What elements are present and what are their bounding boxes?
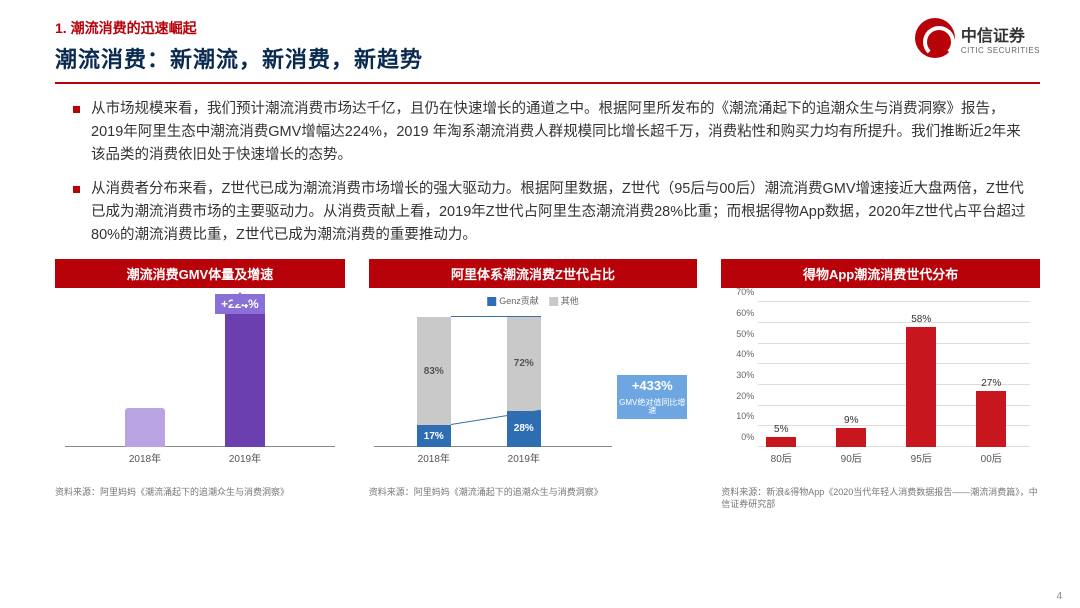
chart3-ylabel: 0% — [741, 432, 754, 442]
bullet-item: 从消费者分布来看，Z世代已成为潮流消费市场增长的强大驱动力。根据阿里数据，Z世代… — [73, 178, 1030, 248]
chart1-xlabel: 2019年 — [229, 450, 261, 465]
chart1-title: 潮流消费GMV体量及增速 — [55, 259, 345, 288]
chart3-value-label: 9% — [844, 415, 858, 426]
chart3-bar — [836, 428, 866, 447]
bullet-list: 从市场规模来看，我们预计潮流消费市场达千亿，且仍在快速增长的通道之中。根据阿里所… — [73, 98, 1030, 247]
chart3-bar — [976, 391, 1006, 447]
chart2-legend: Genz贡献其他 — [487, 294, 579, 307]
chart3-source: 资料来源：新浪&得物App《2020当代年轻人消费数据报告——潮流消费篇》，中信… — [721, 487, 1040, 510]
chart3-xlabel: 80后 — [771, 450, 792, 465]
logo-text-cn: 中信证券 — [961, 22, 1040, 46]
legend-item: Genz贡献 — [487, 294, 539, 307]
chart3-value-label: 5% — [774, 424, 788, 435]
chart1-growth-arrow: +224% — [215, 294, 265, 314]
chart2-xlabel: 2018年 — [418, 450, 450, 465]
chart3-ylabel: 30% — [736, 370, 754, 380]
chart1-bar — [125, 408, 165, 447]
chart3-xlabel: 90后 — [841, 450, 862, 465]
logo-icon — [915, 18, 955, 58]
company-logo: 中信证券 CITIC SECURITIES — [915, 18, 1040, 58]
chart-dewu-generation: 得物App潮流消费世代分布 0% 10% 20% 30% 40% 50% 60% 70% 80后… — [721, 259, 1040, 510]
section-number: 1. 潮流消费的迅速崛起 — [55, 18, 423, 38]
chart-genz-share: 阿里体系潮流消费Z世代占比 Genz贡献其他 83%17% 2018年 72%28% 2… — [369, 259, 697, 510]
chart2-bar: 72%28% — [507, 317, 541, 447]
bullet-item: 从市场规模来看，我们预计潮流消费市场达千亿，且仍在快速增长的通道之中。根据阿里所… — [73, 98, 1030, 168]
chart3-ylabel: 20% — [736, 391, 754, 401]
chart3-ylabel: 10% — [736, 411, 754, 421]
slide-title: 潮流消费：新潮流，新消费，新趋势 — [55, 42, 423, 74]
chart2-growth-arrow: +433%GMV绝对值同比增速 — [617, 375, 687, 419]
chart3-ylabel: 60% — [736, 308, 754, 318]
chart1-xlabel: 2018年 — [129, 450, 161, 465]
chart3-bar — [766, 437, 796, 447]
page-number: 4 — [1056, 591, 1062, 602]
chart2-bar: 83%17% — [417, 317, 451, 447]
chart2-xlabel: 2019年 — [508, 450, 540, 465]
chart3-ylabel: 40% — [736, 349, 754, 359]
charts-row: 潮流消费GMV体量及增速 2018年 2019年 +224% 资料来源：阿里妈妈《潮… — [55, 259, 1040, 510]
chart3-ylabel: 50% — [736, 329, 754, 339]
slide-header: 1. 潮流消费的迅速崛起 潮流消费：新潮流，新消费，新趋势 中信证券 CITIC… — [55, 18, 1040, 84]
chart-gmv-growth: 潮流消费GMV体量及增速 2018年 2019年 +224% 资料来源：阿里妈妈《潮… — [55, 259, 345, 510]
logo-text-en: CITIC SECURITIES — [961, 46, 1040, 55]
chart2-source: 资料来源：阿里妈妈《潮流涌起下的追潮众生与消费洞察》 — [369, 487, 697, 499]
legend-item: 其他 — [549, 294, 579, 307]
chart3-title: 得物App潮流消费世代分布 — [721, 259, 1040, 288]
chart1-source: 资料来源：阿里妈妈《潮流涌起下的追潮众生与消费洞察》 — [55, 487, 345, 499]
chart1-bar — [225, 307, 265, 447]
chart3-ylabel: 70% — [736, 287, 754, 297]
chart2-title: 阿里体系潮流消费Z世代占比 — [369, 259, 697, 288]
chart3-value-label: 27% — [981, 378, 1001, 389]
chart3-value-label: 58% — [911, 314, 931, 325]
chart3-xlabel: 00后 — [981, 450, 1002, 465]
chart3-bar — [906, 327, 936, 447]
chart3-xlabel: 95后 — [911, 450, 932, 465]
